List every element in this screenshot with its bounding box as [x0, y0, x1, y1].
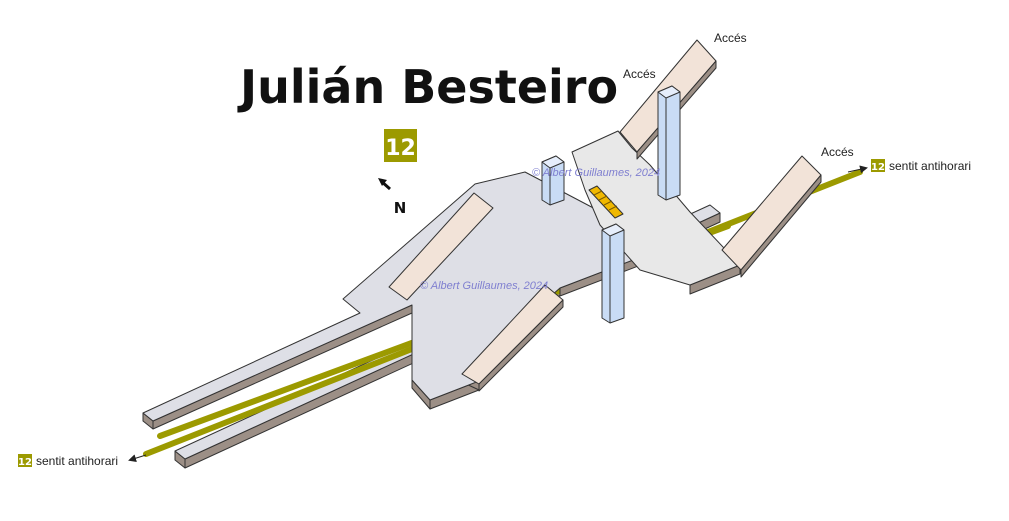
compass-label: N	[394, 199, 407, 217]
direction-left-label: sentit antihorari	[36, 454, 118, 468]
compass: N	[378, 178, 406, 217]
elevator-bottom	[601, 223, 625, 324]
watermark-lower: © Albert Guillaumes, 2024	[420, 280, 548, 292]
access-ramp-left-upper	[388, 192, 494, 301]
north-arrow-icon	[378, 178, 387, 186]
line-badge-label: 12	[385, 136, 416, 161]
escalator	[588, 185, 624, 219]
station-title: Julián Besteiro	[237, 60, 618, 114]
elevator-mid	[541, 155, 565, 206]
watermark-upper: © Albert Guillaumes, 2024	[532, 167, 660, 179]
access-label-right: Accés	[821, 145, 854, 159]
direction-right-label: sentit antihorari	[889, 159, 971, 173]
elevators	[541, 85, 681, 324]
direction-left: 12 sentit antihorari	[18, 454, 147, 468]
direction-left-badge: 12	[18, 457, 32, 468]
access-label-mid: Accés	[623, 67, 656, 81]
direction-right-badge: 12	[871, 162, 885, 173]
line-badge: 12	[384, 129, 417, 162]
access-label-top: Accés	[714, 31, 747, 45]
access-ramp-right	[721, 155, 822, 271]
direction-right: 12 sentit antihorari	[847, 159, 971, 174]
elevator-top	[657, 85, 681, 201]
